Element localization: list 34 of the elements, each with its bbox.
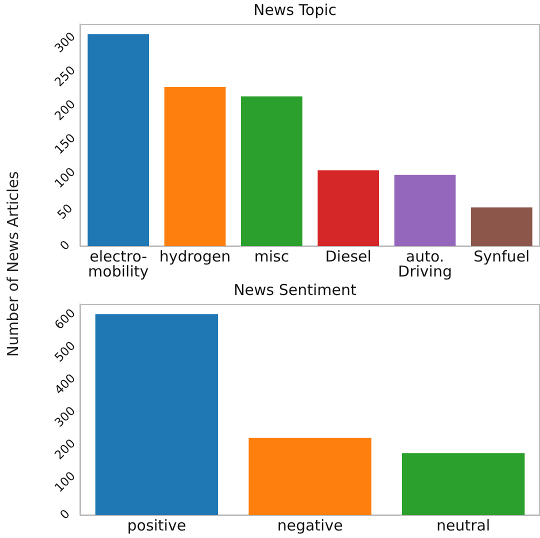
bar (164, 86, 226, 246)
y-tick-label: 250 (52, 63, 78, 90)
x-tick-label: Synfuel (474, 247, 530, 266)
y-tick-label: 600 (52, 306, 78, 332)
y-tick-label: 0 (57, 238, 73, 254)
x-tick-label: electro-mobility (88, 247, 149, 280)
chart-title: News Sentiment (234, 280, 357, 299)
y-tick-label: 300 (52, 404, 78, 430)
x-tick-label: negative (277, 516, 343, 534)
y-tick-label: 400 (52, 371, 78, 398)
y-tick-label: 0 (57, 506, 73, 522)
x-tick-label: Diesel (325, 247, 372, 266)
x-tick-label: positive (127, 516, 186, 534)
y-tick-label: 150 (52, 130, 78, 157)
y-tick-label: 500 (52, 338, 78, 365)
bar (241, 96, 302, 246)
bar (95, 314, 218, 515)
bar (471, 207, 532, 246)
y-tick-label: 200 (52, 436, 78, 462)
y-axis-title: Number of News Articles (4, 170, 22, 359)
x-tick-label: hydrogen (159, 247, 231, 266)
y-tick-label: 50 (54, 201, 76, 222)
y-tick-label: 100 (52, 468, 78, 495)
chart-title: News Topic (253, 0, 337, 19)
y-tick-label: 300 (52, 29, 78, 56)
bar (318, 170, 379, 246)
x-tick-label: auto. Driving (398, 247, 452, 280)
bar (88, 34, 149, 246)
bar (248, 438, 372, 515)
y-tick-label: 100 (52, 164, 78, 191)
x-tick-label: misc (254, 247, 290, 266)
bar (402, 453, 525, 515)
x-tick-label: neutral (436, 516, 490, 534)
bar (394, 174, 456, 246)
